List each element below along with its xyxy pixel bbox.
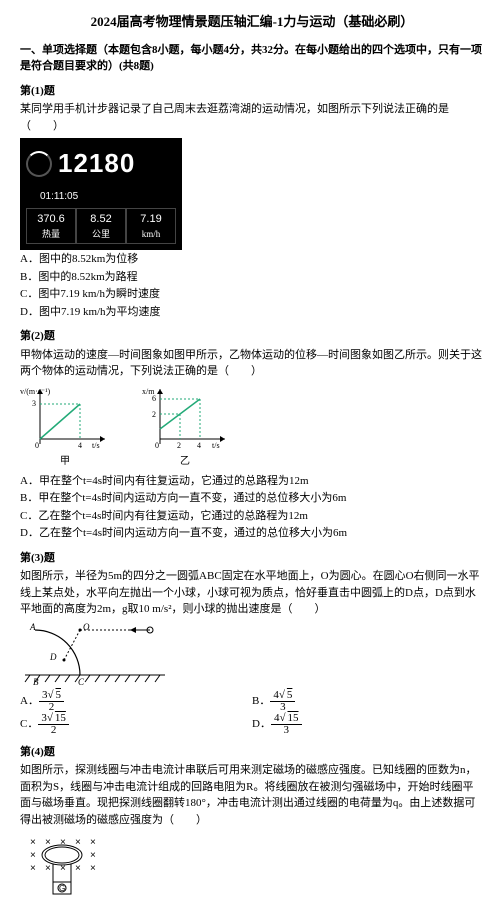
svg-text:×: × bbox=[30, 837, 36, 848]
svg-text:×: × bbox=[90, 850, 96, 861]
q2-graph-2: x/m 6 2 2 4 t/s 0 乙 bbox=[140, 384, 230, 469]
q3-opt-a: A．3√52 bbox=[20, 690, 252, 713]
svg-text:0: 0 bbox=[35, 441, 39, 450]
svg-text:×: × bbox=[60, 837, 66, 848]
q2-label: 第(2)题 bbox=[20, 328, 484, 345]
svg-text:v/(m·s⁻¹): v/(m·s⁻¹) bbox=[20, 387, 51, 396]
q4-figure: ××××× ×× ××××× G bbox=[20, 830, 484, 900]
step-count: 12180 bbox=[58, 144, 135, 183]
q3-opt-b: B．4√53 bbox=[252, 690, 484, 713]
page-title: 2024届高考物理情景题压轴汇编-1力与运动（基础必刷） bbox=[20, 12, 484, 32]
svg-text:4: 4 bbox=[78, 441, 82, 450]
svg-text:B: B bbox=[33, 677, 39, 687]
svg-text:×: × bbox=[90, 837, 96, 848]
svg-text:G: G bbox=[59, 884, 65, 893]
svg-text:0: 0 bbox=[155, 441, 159, 450]
q3-label: 第(3)题 bbox=[20, 550, 484, 567]
svg-text:×: × bbox=[30, 863, 36, 874]
svg-text:×: × bbox=[45, 863, 51, 874]
svg-text:×: × bbox=[75, 837, 81, 848]
q4-stem: 如图所示，探测线圈与冲击电流计串联后可用来测定磁场的磁感应强度。已知线圈的匝数为… bbox=[20, 762, 484, 828]
svg-text:4: 4 bbox=[197, 441, 201, 450]
q2-opt-a: A．甲在整个t=4s时间内有往复运动，它通过的总路程为12m bbox=[20, 473, 484, 490]
svg-text:3: 3 bbox=[32, 399, 36, 408]
speed-cell: 7.19 km/h bbox=[126, 208, 176, 244]
svg-text:D: D bbox=[49, 652, 57, 662]
q1-opt-c: C．图中7.19 km/h为瞬时速度 bbox=[20, 286, 484, 303]
svg-text:×: × bbox=[30, 850, 36, 861]
svg-text:A: A bbox=[29, 622, 36, 632]
calories-cell: 370.6 热量 bbox=[26, 208, 76, 244]
elapsed-time: 01:11:05 bbox=[40, 189, 176, 204]
q2-options: A．甲在整个t=4s时间内有往复运动，它通过的总路程为12m B．甲在整个t=4… bbox=[20, 473, 484, 542]
q1-opt-d: D．图中7.19 km/h为平均速度 bbox=[20, 304, 484, 321]
svg-text:×: × bbox=[75, 863, 81, 874]
pedometer-widget: 12180 01:11:05 370.6 热量 8.52 公里 7.19 km/… bbox=[20, 138, 182, 250]
svg-text:O: O bbox=[83, 622, 90, 632]
svg-text:×: × bbox=[45, 837, 51, 848]
q3-stem: 如图所示，半径为5m的四分之一圆弧ABC固定在水平地面上，O为圆心。在圆心O右侧… bbox=[20, 568, 484, 618]
q3-figure: A O D B C bbox=[20, 620, 484, 690]
q1-options: A．图中的8.52km为位移 B．图中的8.52km为路程 C．图中7.19 k… bbox=[20, 251, 484, 320]
q2-stem: 甲物体运动的速度—时间图象如图甲所示，乙物体运动的位移—时间图象如图乙所示。则关… bbox=[20, 347, 484, 380]
q4-label: 第(4)题 bbox=[20, 744, 484, 761]
q2-graph-1: v/(m·s⁻¹) 3 4 t/s 0 甲 bbox=[20, 384, 110, 469]
q2-opt-d: D．乙在整个t=4s时间内运动方向一直不变，通过的总位移大小为6m bbox=[20, 525, 484, 542]
svg-text:t/s: t/s bbox=[92, 441, 100, 450]
svg-text:C: C bbox=[78, 677, 85, 687]
q3-opt-d: D．4√153 bbox=[252, 713, 484, 736]
svg-text:×: × bbox=[90, 863, 96, 874]
q3-opt-c: C．3√152 bbox=[20, 713, 252, 736]
q2-opt-b: B．甲在整个t=4s时间内运动方向一直不变，通过的总位移大小为6m bbox=[20, 490, 484, 507]
q1-label: 第(1)题 bbox=[20, 83, 484, 100]
q1-opt-a: A．图中的8.52km为位移 bbox=[20, 251, 484, 268]
distance-cell: 8.52 公里 bbox=[76, 208, 126, 244]
svg-text:6: 6 bbox=[152, 394, 156, 403]
section-heading: 一、单项选择题（本题包含8小题，每小题4分，共32分。在每小题给出的四个选项中，… bbox=[20, 42, 484, 75]
progress-ring-icon bbox=[26, 151, 52, 177]
svg-text:2: 2 bbox=[177, 441, 181, 450]
q2-opt-c: C．乙在整个t=4s时间内有往复运动，它通过的总路程为12m bbox=[20, 508, 484, 525]
svg-text:2: 2 bbox=[152, 410, 156, 419]
q1-stem: 某同学用手机计步器记录了自己周末去逛荔湾湖的运动情况，如图所示下列说法正确的是（… bbox=[20, 101, 484, 134]
svg-text:t/s: t/s bbox=[212, 441, 220, 450]
q1-opt-b: B．图中的8.52km为路程 bbox=[20, 269, 484, 286]
